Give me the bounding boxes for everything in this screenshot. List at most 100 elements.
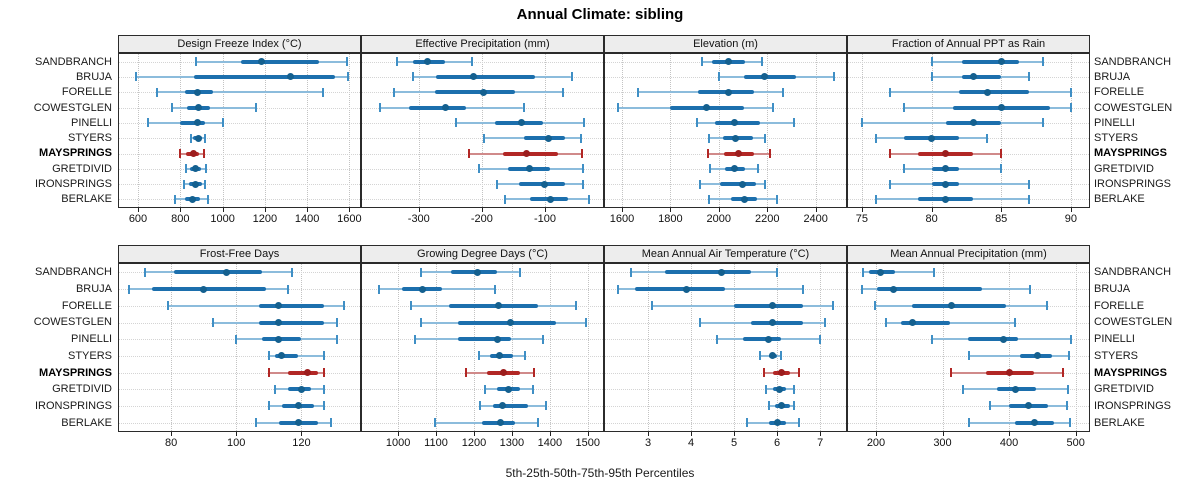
median-dot (761, 73, 769, 81)
median-dot (540, 180, 548, 188)
axis-tick (777, 432, 779, 436)
panel-header-design-freeze-index-c: Design Freeze Index (°C) (118, 35, 361, 53)
site-label-left-berlake: BERLAKE (61, 193, 112, 206)
iqr-bar-25-75 (275, 353, 299, 358)
whisker-cap-5th (706, 149, 709, 158)
whisker-cap-95th (329, 418, 332, 428)
whisker-cap-95th (531, 384, 534, 394)
axis-tick-label: 4 (688, 437, 695, 449)
gridline-horizontal (119, 122, 360, 124)
iqr-bar-25-75 (877, 287, 983, 292)
whisker-cap-5th (861, 284, 863, 294)
whisker-cap-95th (797, 368, 800, 377)
gridline-horizontal (605, 405, 846, 407)
whisker-cap-5th (189, 133, 192, 143)
whisker-cap-5th (884, 318, 887, 327)
whisker-cap-5th (212, 318, 215, 327)
gridline-horizontal (848, 405, 1089, 407)
site-label-left-ironsprings: IRONSPRINGS (34, 399, 112, 412)
gridline-vertical (1009, 264, 1011, 431)
median-dot (769, 319, 777, 326)
axis-tick-label: 5 (731, 437, 738, 449)
median-dot (190, 150, 198, 157)
axis-tick-label: 6 (774, 437, 781, 449)
percentiles-caption: 5th-25th-50th-75th-95th Percentiles (505, 466, 695, 480)
gridline-horizontal (362, 61, 603, 63)
gridline-vertical (1001, 54, 1003, 207)
median-dot (278, 352, 286, 360)
gridline-vertical (876, 264, 877, 431)
gridline-vertical (418, 54, 420, 207)
whisker-cap-95th (221, 118, 224, 128)
site-label-right-bruja: BRUJA (1094, 283, 1131, 296)
whisker-cap-95th (570, 72, 573, 82)
gridline-vertical (474, 264, 475, 431)
axis-tick (718, 208, 720, 212)
axis-tick (264, 208, 266, 212)
iqr-bar-25-75 (174, 270, 263, 275)
axis-tick-label: 600 (128, 213, 148, 225)
axis-tick-label: 200 (866, 437, 886, 449)
gridline-horizontal (362, 199, 603, 201)
whisker-cap-5th (700, 57, 703, 67)
median-dot (500, 369, 508, 376)
gridline-vertical (820, 264, 822, 431)
axis-tick-label: 1100 (424, 437, 448, 449)
whisker-cap-5th (698, 179, 701, 189)
whisker-cap-95th (793, 384, 796, 394)
whisker-cap-95th (792, 118, 795, 128)
site-label-right-ironsprings: IRONSPRINGS (1094, 399, 1172, 412)
iqr-bar-25-75 (962, 74, 1002, 79)
iqr-bar-25-75 (665, 270, 752, 275)
axis-tick (820, 432, 822, 436)
iqr-bar-25-75 (458, 337, 511, 342)
median-dot (504, 385, 512, 393)
axis-tick-label: 300 (933, 437, 952, 449)
median-dot (294, 419, 302, 427)
site-label-left-gretdivid: GRETDIVID (52, 162, 112, 175)
gridline-vertical (718, 54, 720, 207)
axis-tick (734, 432, 736, 436)
iqr-bar-25-75 (503, 151, 559, 156)
median-dot (195, 134, 203, 142)
whisker-cap-5th (396, 57, 399, 67)
whisker-cap-5th (267, 401, 270, 411)
whisker-cap-95th (986, 133, 989, 143)
median-dot (1030, 419, 1038, 427)
iqr-bar-25-75 (240, 59, 319, 64)
iqr-bar-25-75 (451, 270, 497, 275)
iqr-bar-25-75 (635, 287, 726, 292)
whisker-cap-95th (206, 194, 209, 204)
panel-header-frost-free-days: Frost-Free Days (118, 245, 361, 263)
whisker-cap-5th (707, 194, 710, 204)
gridline-vertical (1075, 264, 1077, 431)
whisker-cap-5th (185, 164, 187, 174)
gridline-horizontal (362, 138, 603, 140)
site-label-left-styers: STYERS (67, 349, 112, 362)
whisker-cap-95th (581, 164, 584, 174)
whisker-cap-95th (1028, 72, 1031, 82)
whisker-cap-95th (1069, 418, 1072, 428)
whisker-cap-5th (419, 267, 422, 277)
median-dot (775, 385, 783, 393)
whisker-cap-5th (134, 72, 137, 82)
median-dot (942, 195, 949, 203)
site-label-right-gretdivid: GRETDIVID (1094, 383, 1154, 396)
site-label-left-ironsprings: IRONSPRINGS (34, 178, 112, 191)
whisker-cap-95th (1069, 103, 1072, 112)
iqr-bar-25-75 (288, 370, 318, 375)
iqr-bar-25-75 (259, 303, 325, 308)
median-dot (928, 134, 936, 142)
whisker-cap-95th (346, 57, 349, 67)
whisker-cap-5th (717, 72, 720, 82)
whisker-cap-95th (1062, 368, 1064, 377)
site-label-left-cowestglen: COWESTGLEN (33, 101, 112, 114)
whisker-cap-5th (477, 164, 480, 174)
median-dot (194, 104, 202, 111)
gridline-vertical (301, 264, 303, 431)
median-dot (739, 180, 747, 188)
whisker-cap-95th (471, 57, 474, 67)
whisker-cap-95th (584, 318, 587, 327)
whisker-cap-5th (765, 384, 768, 394)
axis-tick-label: 2200 (755, 213, 780, 225)
